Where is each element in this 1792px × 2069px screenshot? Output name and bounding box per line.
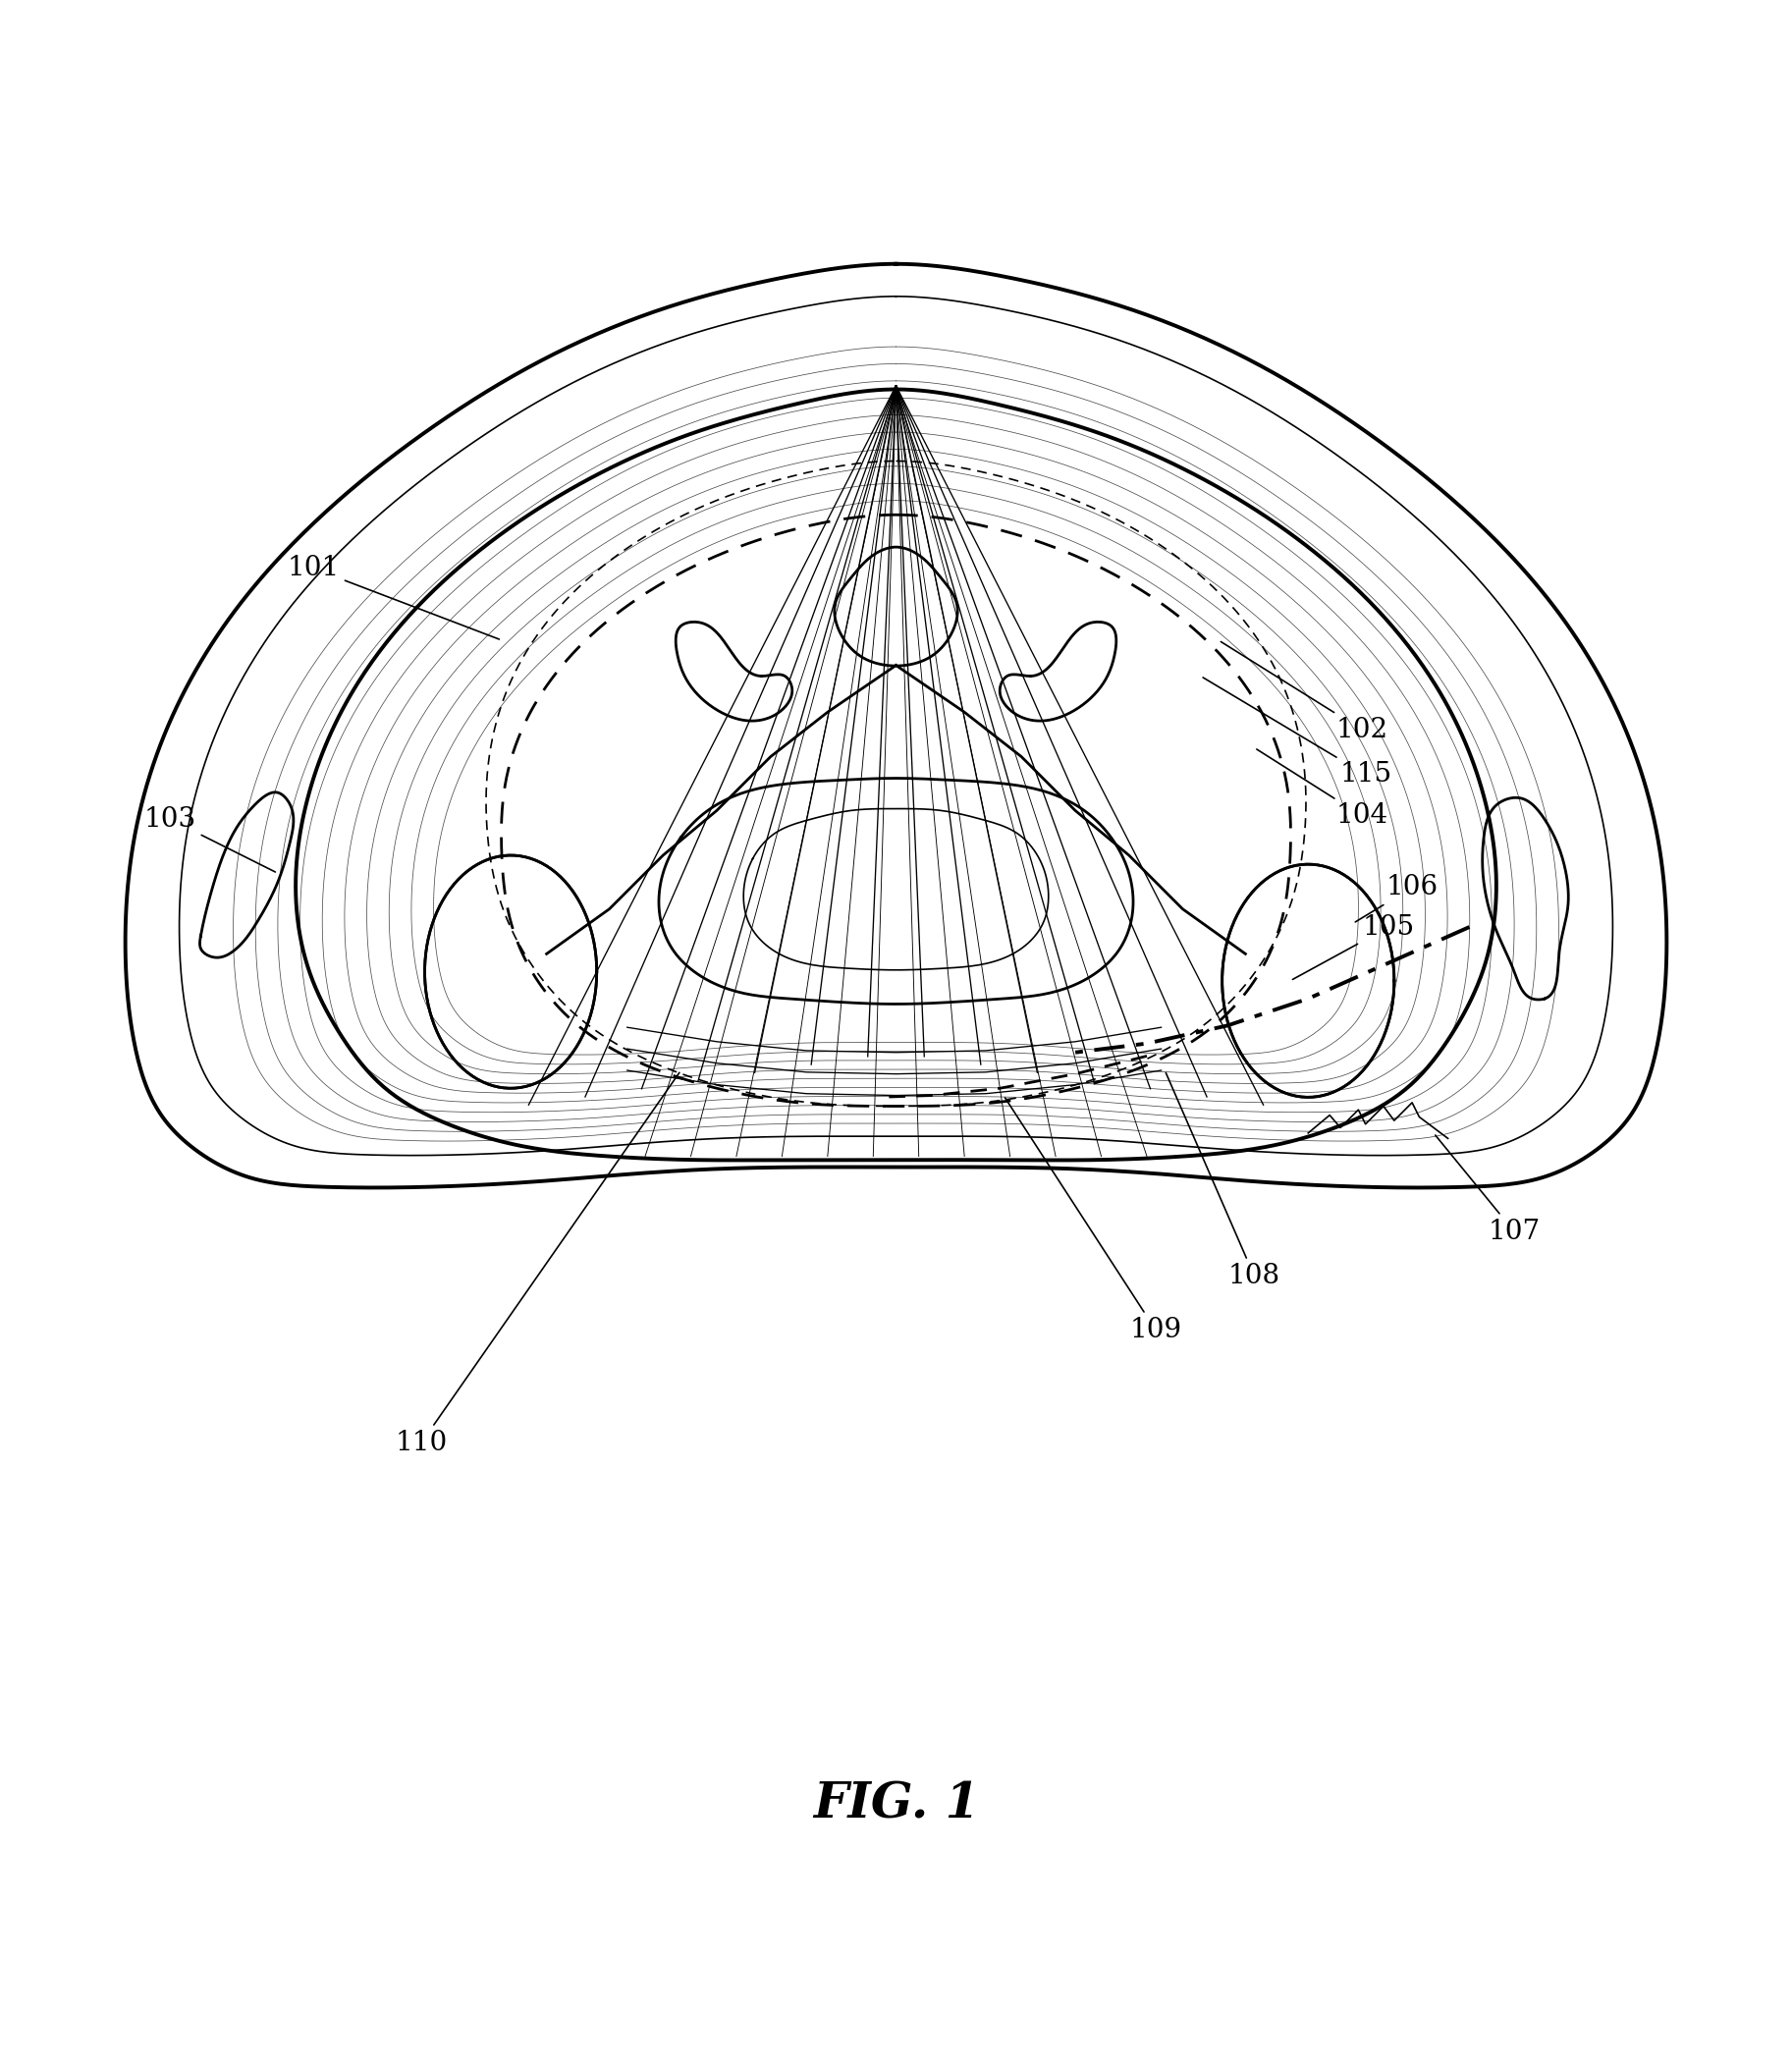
Polygon shape [1482,799,1568,999]
Text: 104: 104 [1256,749,1389,830]
Polygon shape [744,809,1048,970]
Text: 101: 101 [287,554,500,639]
Text: FIG. 1: FIG. 1 [814,1781,978,1829]
Text: 102: 102 [1220,641,1389,743]
Text: 103: 103 [143,807,276,871]
Text: 110: 110 [394,1072,679,1457]
Polygon shape [201,792,294,958]
Polygon shape [659,778,1133,1003]
Polygon shape [835,546,957,666]
Text: 106: 106 [1355,875,1439,923]
Text: 105: 105 [1292,914,1416,979]
Text: 107: 107 [1435,1136,1541,1246]
Polygon shape [1000,623,1116,720]
Text: 115: 115 [1202,677,1392,788]
Polygon shape [676,623,792,720]
Polygon shape [1222,865,1394,1097]
Text: 108: 108 [1167,1074,1281,1289]
Polygon shape [425,854,597,1088]
Text: 109: 109 [1005,1099,1183,1343]
